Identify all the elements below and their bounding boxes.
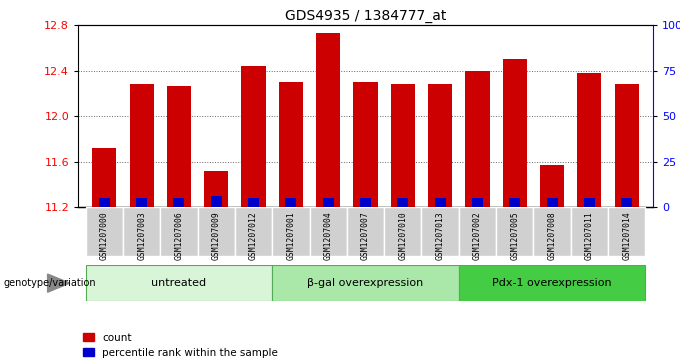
- Bar: [241, 66, 266, 207]
- Bar: [204, 171, 228, 207]
- Bar: [391, 85, 415, 207]
- Text: genotype/variation: genotype/variation: [3, 278, 96, 288]
- Text: GSM1207003: GSM1207003: [137, 211, 146, 260]
- Text: GSM1207004: GSM1207004: [324, 211, 333, 260]
- Bar: [347, 207, 384, 256]
- Text: GSM1207008: GSM1207008: [547, 211, 556, 260]
- Bar: [435, 198, 445, 207]
- Bar: [160, 207, 198, 256]
- Bar: [92, 148, 116, 207]
- Bar: [272, 207, 309, 256]
- Bar: [211, 196, 222, 207]
- Bar: [286, 198, 296, 207]
- Bar: [279, 82, 303, 207]
- Bar: [428, 85, 452, 207]
- Bar: [584, 198, 595, 207]
- Bar: [86, 207, 123, 256]
- Bar: [465, 71, 490, 207]
- Bar: [360, 198, 371, 207]
- Text: GSM1207009: GSM1207009: [211, 211, 221, 260]
- Bar: [309, 207, 347, 256]
- Text: GSM1207001: GSM1207001: [286, 211, 295, 260]
- Bar: [167, 86, 191, 207]
- Text: GSM1207014: GSM1207014: [622, 211, 631, 260]
- Bar: [459, 207, 496, 256]
- Title: GDS4935 / 1384777_at: GDS4935 / 1384777_at: [285, 9, 446, 23]
- Text: untreated: untreated: [152, 278, 207, 288]
- Text: GSM1207010: GSM1207010: [398, 211, 407, 260]
- Bar: [235, 207, 272, 256]
- Text: GSM1207007: GSM1207007: [361, 211, 370, 260]
- Bar: [571, 207, 608, 256]
- Polygon shape: [48, 274, 70, 292]
- Bar: [496, 207, 533, 256]
- Bar: [509, 198, 520, 207]
- Bar: [422, 207, 459, 256]
- Bar: [503, 60, 527, 207]
- Bar: [198, 207, 235, 256]
- Bar: [459, 265, 645, 301]
- Text: GSM1207002: GSM1207002: [473, 211, 482, 260]
- Text: GSM1207000: GSM1207000: [100, 211, 109, 260]
- Bar: [99, 198, 109, 207]
- Bar: [547, 198, 558, 207]
- Legend: count, percentile rank within the sample: count, percentile rank within the sample: [84, 333, 278, 358]
- Bar: [248, 198, 259, 207]
- Text: β-gal overexpression: β-gal overexpression: [307, 278, 424, 288]
- Text: GSM1207013: GSM1207013: [436, 211, 445, 260]
- Bar: [129, 85, 154, 207]
- Bar: [615, 85, 639, 207]
- Bar: [540, 165, 564, 207]
- Bar: [123, 207, 160, 256]
- Bar: [622, 198, 632, 207]
- Bar: [86, 265, 272, 301]
- Bar: [323, 198, 334, 207]
- Bar: [472, 198, 483, 207]
- Bar: [384, 207, 422, 256]
- Bar: [533, 207, 571, 256]
- Bar: [608, 207, 645, 256]
- Text: GSM1207006: GSM1207006: [175, 211, 184, 260]
- Text: GSM1207011: GSM1207011: [585, 211, 594, 260]
- Bar: [173, 198, 184, 207]
- Bar: [136, 198, 147, 207]
- Bar: [577, 73, 602, 207]
- Text: GSM1207012: GSM1207012: [249, 211, 258, 260]
- Bar: [354, 82, 377, 207]
- Bar: [397, 198, 408, 207]
- Bar: [272, 265, 459, 301]
- Bar: [316, 33, 340, 207]
- Text: GSM1207005: GSM1207005: [510, 211, 520, 260]
- Text: Pdx-1 overexpression: Pdx-1 overexpression: [492, 278, 612, 288]
